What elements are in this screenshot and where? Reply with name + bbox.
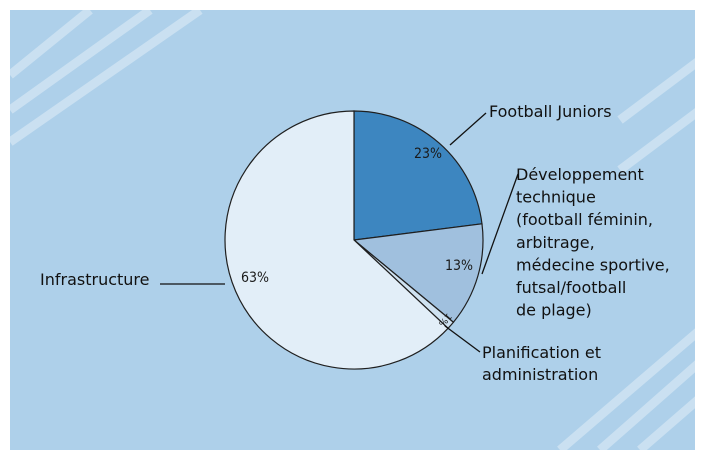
pie-slice-developpement-technique: [352, 223, 484, 324]
leader-line-planification: [444, 325, 481, 353]
slice-value-infrastructure: 63%: [241, 270, 269, 286]
pie-slice-infrastructure: [224, 110, 449, 370]
slice-label-developpement-technique: Développement technique (football féminin,…: [516, 165, 670, 320]
category-labels: Football Juniors Développement technique(…: [40, 102, 670, 384]
slice-value-football-juniors: 23%: [414, 146, 442, 162]
leader-line-football-juniors: [449, 112, 487, 146]
pie-slice-football-juniors: [353, 110, 483, 241]
slice-label-football-juniors: Football Juniors: [489, 102, 612, 121]
leader-lines: [160, 112, 519, 353]
slice-label-planification: Planification et administration: [482, 343, 601, 384]
slice-label-infrastructure: Infrastructure: [40, 270, 149, 289]
leader-line-developpement-technique: [481, 173, 519, 275]
slice-value-developpement-technique: 13%: [445, 258, 473, 274]
decorative-stripes: [10, 10, 695, 450]
pie-slices: [224, 110, 484, 370]
